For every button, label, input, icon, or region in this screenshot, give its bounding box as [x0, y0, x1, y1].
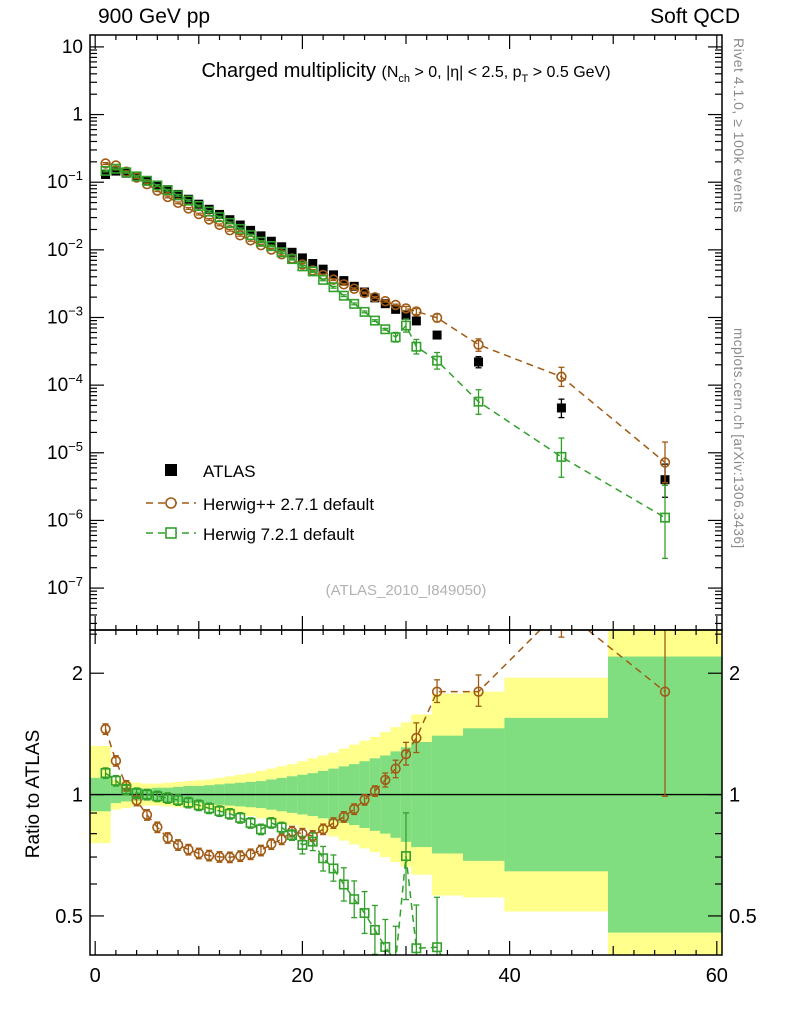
series-line-herwigpp-271	[105, 162, 666, 464]
svg-text:10−1: 10−1	[47, 168, 83, 193]
svg-text:2: 2	[729, 663, 740, 685]
series-line-herwig-721	[105, 167, 666, 519]
svg-text:1: 1	[72, 785, 83, 807]
svg-text:10−5: 10−5	[47, 439, 83, 464]
mcplots-reference-label: mcplots.cern.ch [arXiv:1306.3436]	[731, 328, 746, 549]
svg-text:0.5: 0.5	[729, 906, 757, 928]
analysis-id-watermark: (ATLAS_2010_I849050)	[325, 582, 487, 599]
plot-title: Charged multiplicity (Nch > 0, |η| < 2.5…	[201, 60, 610, 85]
legend-label-herwigpp: Herwig++ 2.7.1 default	[203, 495, 375, 514]
svg-text:1: 1	[72, 105, 83, 126]
svg-text:10: 10	[62, 37, 83, 58]
legend-label-herwig7: Herwig 7.2.1 default	[203, 525, 355, 544]
legend-marker-herwig7	[165, 527, 177, 539]
svg-text:0.5: 0.5	[55, 906, 83, 928]
svg-text:10−2: 10−2	[47, 236, 83, 261]
axes: 10 1 10−1 10−2 10−3 10−4 10−5 10−6 10−7 0.5 0.5 1 1 2…	[47, 34, 757, 987]
legend-marker-atlas	[165, 464, 177, 476]
main-series	[100, 158, 671, 560]
svg-text:10−4: 10−4	[47, 371, 83, 396]
svg-text:0: 0	[90, 965, 101, 987]
legend-markers	[146, 464, 196, 539]
svg-text:10−6: 10−6	[47, 506, 83, 531]
svg-text:20: 20	[291, 965, 313, 987]
ratio-series	[100, 630, 671, 955]
svg-text:1: 1	[729, 785, 740, 807]
beam-energy-label: 900 GeV pp	[98, 5, 211, 28]
rivet-version-label: Rivet 4.1.0, ≥ 100k events	[731, 38, 747, 213]
svg-text:10−7: 10−7	[47, 574, 83, 599]
ratio-axis-title: Ratio to ATLAS	[23, 729, 44, 859]
svg-text:10−3: 10−3	[47, 303, 83, 328]
svg-text:60: 60	[706, 965, 728, 987]
svg-text:2: 2	[72, 663, 83, 685]
legend-marker-herwigpp	[165, 497, 177, 509]
process-group-label: Soft QCD	[650, 5, 740, 28]
legend-label-atlas: ATLAS	[203, 462, 256, 481]
svg-text:40: 40	[498, 965, 520, 987]
